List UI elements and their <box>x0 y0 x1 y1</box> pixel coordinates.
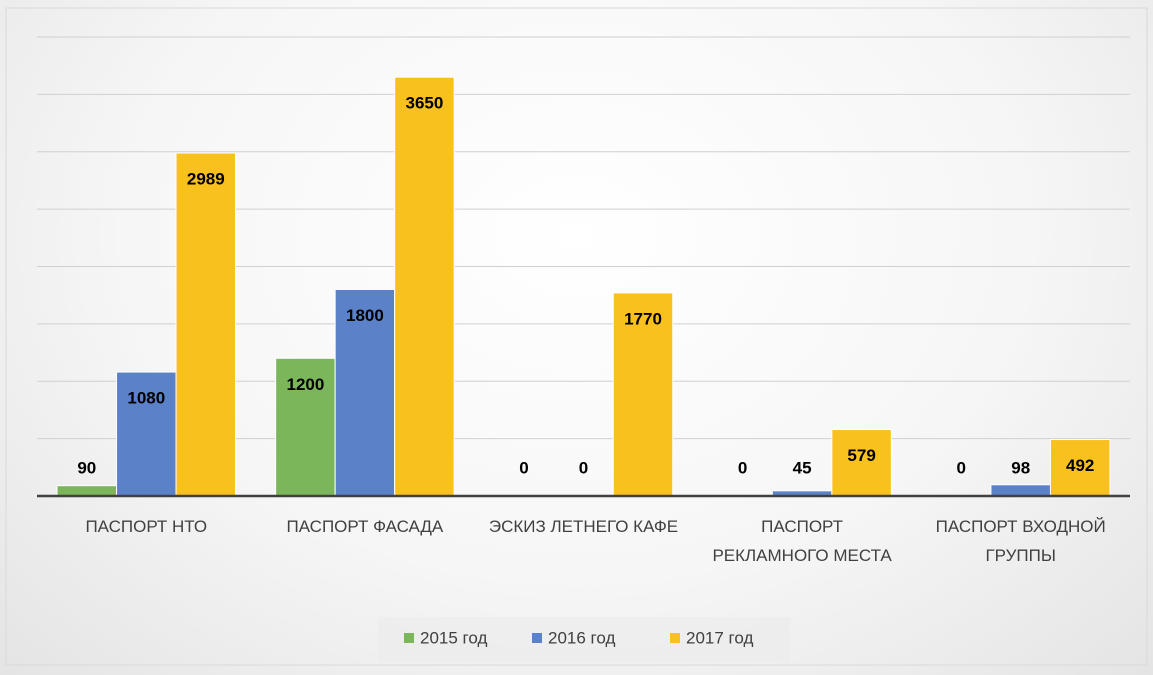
x-tick-label: ПАСПОРТ НТО <box>85 517 208 536</box>
x-tick-label: ПАСПОРТ ВХОДНОЙ ГРУППЫ <box>935 517 1106 565</box>
legend-label: 2015 год <box>420 628 487 647</box>
legend-swatch <box>404 633 414 643</box>
data-label: 0 <box>956 458 965 477</box>
legend-label: 2017 год <box>686 628 753 647</box>
data-label: 1080 <box>127 389 165 408</box>
x-tick-label: ПАСПОРТ РЕКЛАМНОГО МЕСТА <box>712 517 892 565</box>
legend-box <box>378 617 790 662</box>
x-tick-label: ПАСПОРТ ФАСАДА <box>286 517 444 536</box>
data-label: 1800 <box>346 306 384 325</box>
bar <box>990 484 1051 497</box>
legend-label: 2016 год <box>548 628 615 647</box>
data-label: 0 <box>579 458 588 477</box>
data-label: 1770 <box>624 309 662 328</box>
data-label: 98 <box>1011 458 1030 477</box>
data-label: 0 <box>519 458 528 477</box>
data-label: 1200 <box>286 375 324 394</box>
data-label: 90 <box>77 458 96 477</box>
data-label: 579 <box>847 446 875 465</box>
chart-frame <box>5 7 1148 666</box>
bar <box>175 152 237 497</box>
data-label: 492 <box>1066 456 1094 475</box>
data-label: 2989 <box>187 169 225 188</box>
data-label: 0 <box>738 458 747 477</box>
legend-swatch <box>670 633 680 643</box>
data-label: 45 <box>793 458 812 477</box>
x-tick-label: ЭСКИЗ ЛЕТНЕГО КАФЕ <box>488 517 679 536</box>
bar <box>394 76 455 497</box>
data-label: 3650 <box>405 94 443 113</box>
legend-swatch <box>532 633 542 643</box>
bar <box>56 485 118 497</box>
